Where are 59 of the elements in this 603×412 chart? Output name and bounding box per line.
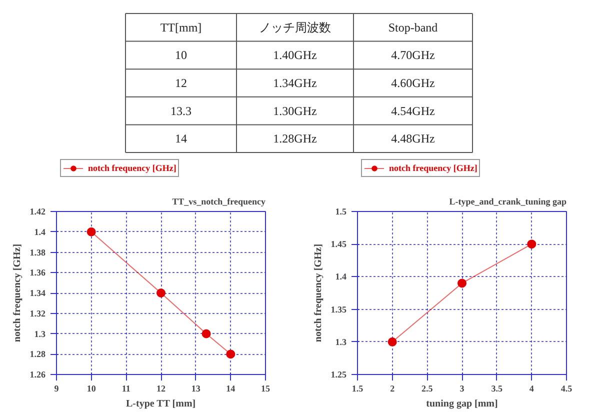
y-tick-label: 1.34 [30,288,46,298]
point [86,227,96,236]
x-tick-label: 2.5 [422,384,434,394]
y-axis-title: notch frequency [GHz] [312,244,324,342]
category-label: Stop-band [388,20,438,34]
y-tick-label: 1.45 [330,239,347,250]
x-tick-label: 14 [226,384,236,394]
x-tick-label: 13 [191,384,201,394]
point [156,288,166,298]
text: 4.54GHz [391,104,435,118]
x-tick-label: 4.5 [560,384,573,394]
text: 4.60GHz [391,76,435,90]
point [388,337,397,346]
x-axis-title: L-type TT [mm] [126,398,196,410]
point [527,240,536,249]
y-tick-label: 1.42 [30,206,46,216]
category-label: TT[mm] [160,20,202,34]
x-tick-label: 1.5 [352,384,364,394]
y-tick-label: 1.32 [30,308,46,318]
x-axis-title: tuning gap [mm] [426,398,498,410]
x-tick-label: 11 [122,384,131,394]
y-axis-title: notch frequency [GHz] [12,244,23,342]
y-tick-label: 1.5 [335,206,347,216]
text: 1.30GHz [273,104,317,118]
text: 4.70GHz [391,48,435,62]
text: 13.3 [170,104,192,118]
text: 10 [175,48,187,62]
x-tick-label: 9 [54,384,60,394]
chart-title: TT_vs_notch_frequency [172,196,266,206]
x-tick-label: 3 [460,384,465,394]
category-label: ノッチ周波数 [259,20,331,34]
legend-label: notch frequency [GHz] [88,162,176,174]
chart-title: L-type_and_crank_tuning gap [449,196,567,206]
text: 4.48GHz [391,132,435,146]
x-tick-label: 2 [390,384,396,394]
text: 14 [175,132,187,146]
y-tick-label: 1.26 [30,370,46,380]
y-tick-label: 1.28 [30,349,46,360]
x-tick-label: 3.5 [491,384,503,394]
text: 1.28GHz [273,132,317,146]
x-tick-label: 15 [261,384,270,394]
text: 1.40GHz [273,48,317,62]
y-tick-label: 1.3 [335,336,347,347]
y-tick-label: 1.3 [34,328,46,339]
x-tick-label: 12 [156,384,166,394]
y-tick-label: 1.36 [30,268,46,278]
x-tick-label: 4 [529,384,534,394]
point [226,350,236,359]
point [458,278,466,288]
point [202,329,211,338]
y-tick-label: 1.25 [330,370,347,380]
x-tick-label: 10 [86,384,96,394]
y-tick-label: 1.4 [335,272,347,282]
y-tick-label: 1.38 [30,247,46,258]
y-tick-label: 1.35 [330,304,347,314]
text: 1.34GHz [273,76,317,90]
legend-label: notch frequency [GHz] [389,162,478,174]
text: 12 [175,76,187,90]
y-tick-label: 1.4 [34,226,46,237]
